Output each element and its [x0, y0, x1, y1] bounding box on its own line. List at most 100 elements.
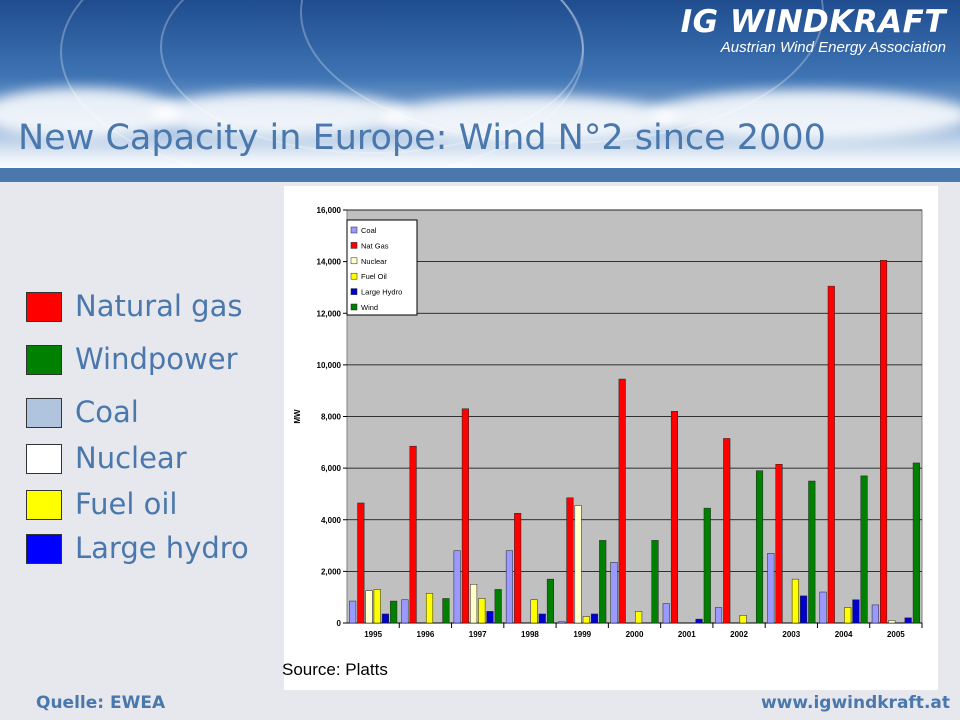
chart-legend-label: Large Hydro [361, 288, 402, 297]
bar-large-hydro-1998 [538, 613, 546, 624]
x-tick-label: 2005 [887, 630, 905, 639]
chart-legend-box [346, 219, 418, 316]
bar-fuel-oil-1996 [425, 593, 434, 624]
legend-label: Nuclear [75, 441, 187, 475]
bar-coal-2004 [819, 591, 827, 624]
bar-coal-1997 [453, 550, 461, 624]
bar-nat-gas-2003 [775, 464, 783, 624]
chart-legend-label: Wind [361, 303, 378, 312]
bar-fuel-oil-1997 [478, 598, 486, 624]
bar-fuel-oil-2004 [844, 607, 852, 624]
bar-coal-1998 [505, 550, 514, 624]
bar-coal-2005 [871, 604, 879, 624]
bar-wind-2002 [755, 470, 764, 624]
cloud [150, 92, 410, 136]
bar-nat-gas-1996 [409, 445, 417, 624]
y-tick-label: 2,000 [321, 567, 342, 576]
legend-label: Fuel oil [75, 487, 178, 521]
side-legend-item-nuclear: Nuclear [26, 441, 286, 478]
chart-legend-label: Coal [361, 226, 377, 235]
chart-legend-swatch [350, 272, 358, 280]
legend-swatch [26, 444, 62, 474]
bar-nat-gas-2001 [670, 411, 679, 624]
bar-nat-gas-2005 [880, 260, 888, 624]
bar-large-hydro-2001 [695, 618, 703, 624]
bar-large-hydro-1995 [381, 613, 389, 624]
chart-legend-swatch [350, 288, 358, 295]
bar-coal-2001 [662, 603, 670, 624]
x-tick-label: 2003 [782, 630, 800, 639]
chart-legend-swatch [350, 257, 358, 265]
bar-wind-2001 [703, 507, 711, 624]
cloud [380, 96, 680, 142]
legend-swatch [26, 490, 62, 520]
chart-panel: 0 2,000 4,000 6,000 8,000 10,000 12,000 14,000 1… [282, 186, 938, 690]
bar-large-hydro-1999 [590, 613, 599, 624]
bar-coal-1996 [401, 599, 409, 624]
bar-wind-2000 [651, 540, 659, 624]
header-banner: IG WINDKRAFT Austrian Wind Energy Associ… [0, 0, 960, 170]
bar-nuclear-1999 [574, 505, 582, 624]
logo-main-text: IG WINDKRAFT [680, 4, 946, 40]
side-legend-item-large-hydro: Large hydro [26, 531, 286, 568]
bar-large-hydro-2003 [800, 595, 808, 624]
x-tick-label: 1997 [469, 630, 487, 639]
bar-coal-1995 [349, 600, 357, 624]
page-title: New Capacity in Europe: Wind N°2 since 2… [18, 118, 826, 158]
chart-legend-swatch [350, 303, 358, 311]
x-tick-label: 2000 [626, 630, 644, 639]
bar-wind-2005 [912, 462, 920, 624]
chart-legend-label: Nuclear [361, 257, 387, 266]
x-tick-label: 1996 [417, 630, 435, 639]
bar-coal-2000 [610, 562, 618, 624]
bar-nuclear-1995 [365, 590, 373, 624]
legend-label: Natural gas [75, 289, 243, 323]
bar-wind-2003 [808, 480, 816, 624]
bar-fuel-oil-1998 [530, 599, 538, 624]
logo-subtitle: Austrian Wind Energy Association [720, 39, 946, 56]
bar-fuel-oil-1995 [373, 589, 381, 624]
legend-label: Coal [75, 395, 139, 429]
side-legend-item-windpower: Windpower [26, 342, 286, 379]
bar-nuclear-1997 [470, 584, 478, 624]
bar-fuel-oil-2003 [791, 578, 799, 624]
bar-coal-2002 [714, 607, 723, 624]
x-tick-label: 2002 [730, 630, 748, 639]
bar-wind-1995 [390, 600, 398, 624]
chart-legend-label: Nat Gas [361, 241, 389, 250]
bar-large-hydro-2005 [904, 617, 912, 624]
bar-nat-gas-2004 [827, 285, 835, 624]
bar-fuel-oil-2002 [739, 615, 747, 624]
y-tick-label: 16,000 [317, 206, 342, 215]
bar-coal-1999 [558, 621, 566, 624]
y-tick-label: 0 [337, 619, 342, 628]
legend-swatch [26, 345, 62, 375]
bar-wind-1999 [599, 540, 607, 624]
y-tick-label: 14,000 [317, 258, 342, 267]
source-note: Source: Platts [282, 660, 388, 679]
legend-swatch [26, 292, 62, 322]
x-tick-label: 2004 [835, 630, 853, 639]
bar-fuel-oil-1999 [582, 616, 590, 624]
x-tick-label: 1998 [521, 630, 539, 639]
title-underline-bar [0, 168, 960, 182]
footer-website-link[interactable]: www.igwindkraft.at [760, 693, 950, 713]
cloud [650, 90, 960, 140]
bar-coal-2003 [767, 553, 775, 624]
bar-large-hydro-2004 [852, 599, 860, 624]
logo: IG WINDKRAFT Austrian Wind Energy Associ… [681, 4, 946, 56]
bar-nat-gas-1995 [357, 502, 365, 624]
x-tick-label: 1995 [364, 630, 382, 639]
bar-nat-gas-1997 [461, 408, 469, 624]
bar-nat-gas-1999 [566, 497, 574, 624]
y-axis-label: MW [293, 409, 302, 424]
y-tick-label: 4,000 [321, 516, 342, 525]
side-legend-item-coal: Coal [26, 395, 286, 432]
side-legend-item-fuel-oil: Fuel oil [26, 487, 286, 524]
x-tick-label: 2001 [678, 630, 696, 639]
bar-nat-gas-1998 [514, 513, 522, 624]
bar-nat-gas-2000 [618, 378, 626, 624]
chart-legend-swatch [350, 242, 358, 249]
bar-wind-1997 [494, 589, 502, 624]
y-tick-label: 10,000 [317, 361, 342, 370]
